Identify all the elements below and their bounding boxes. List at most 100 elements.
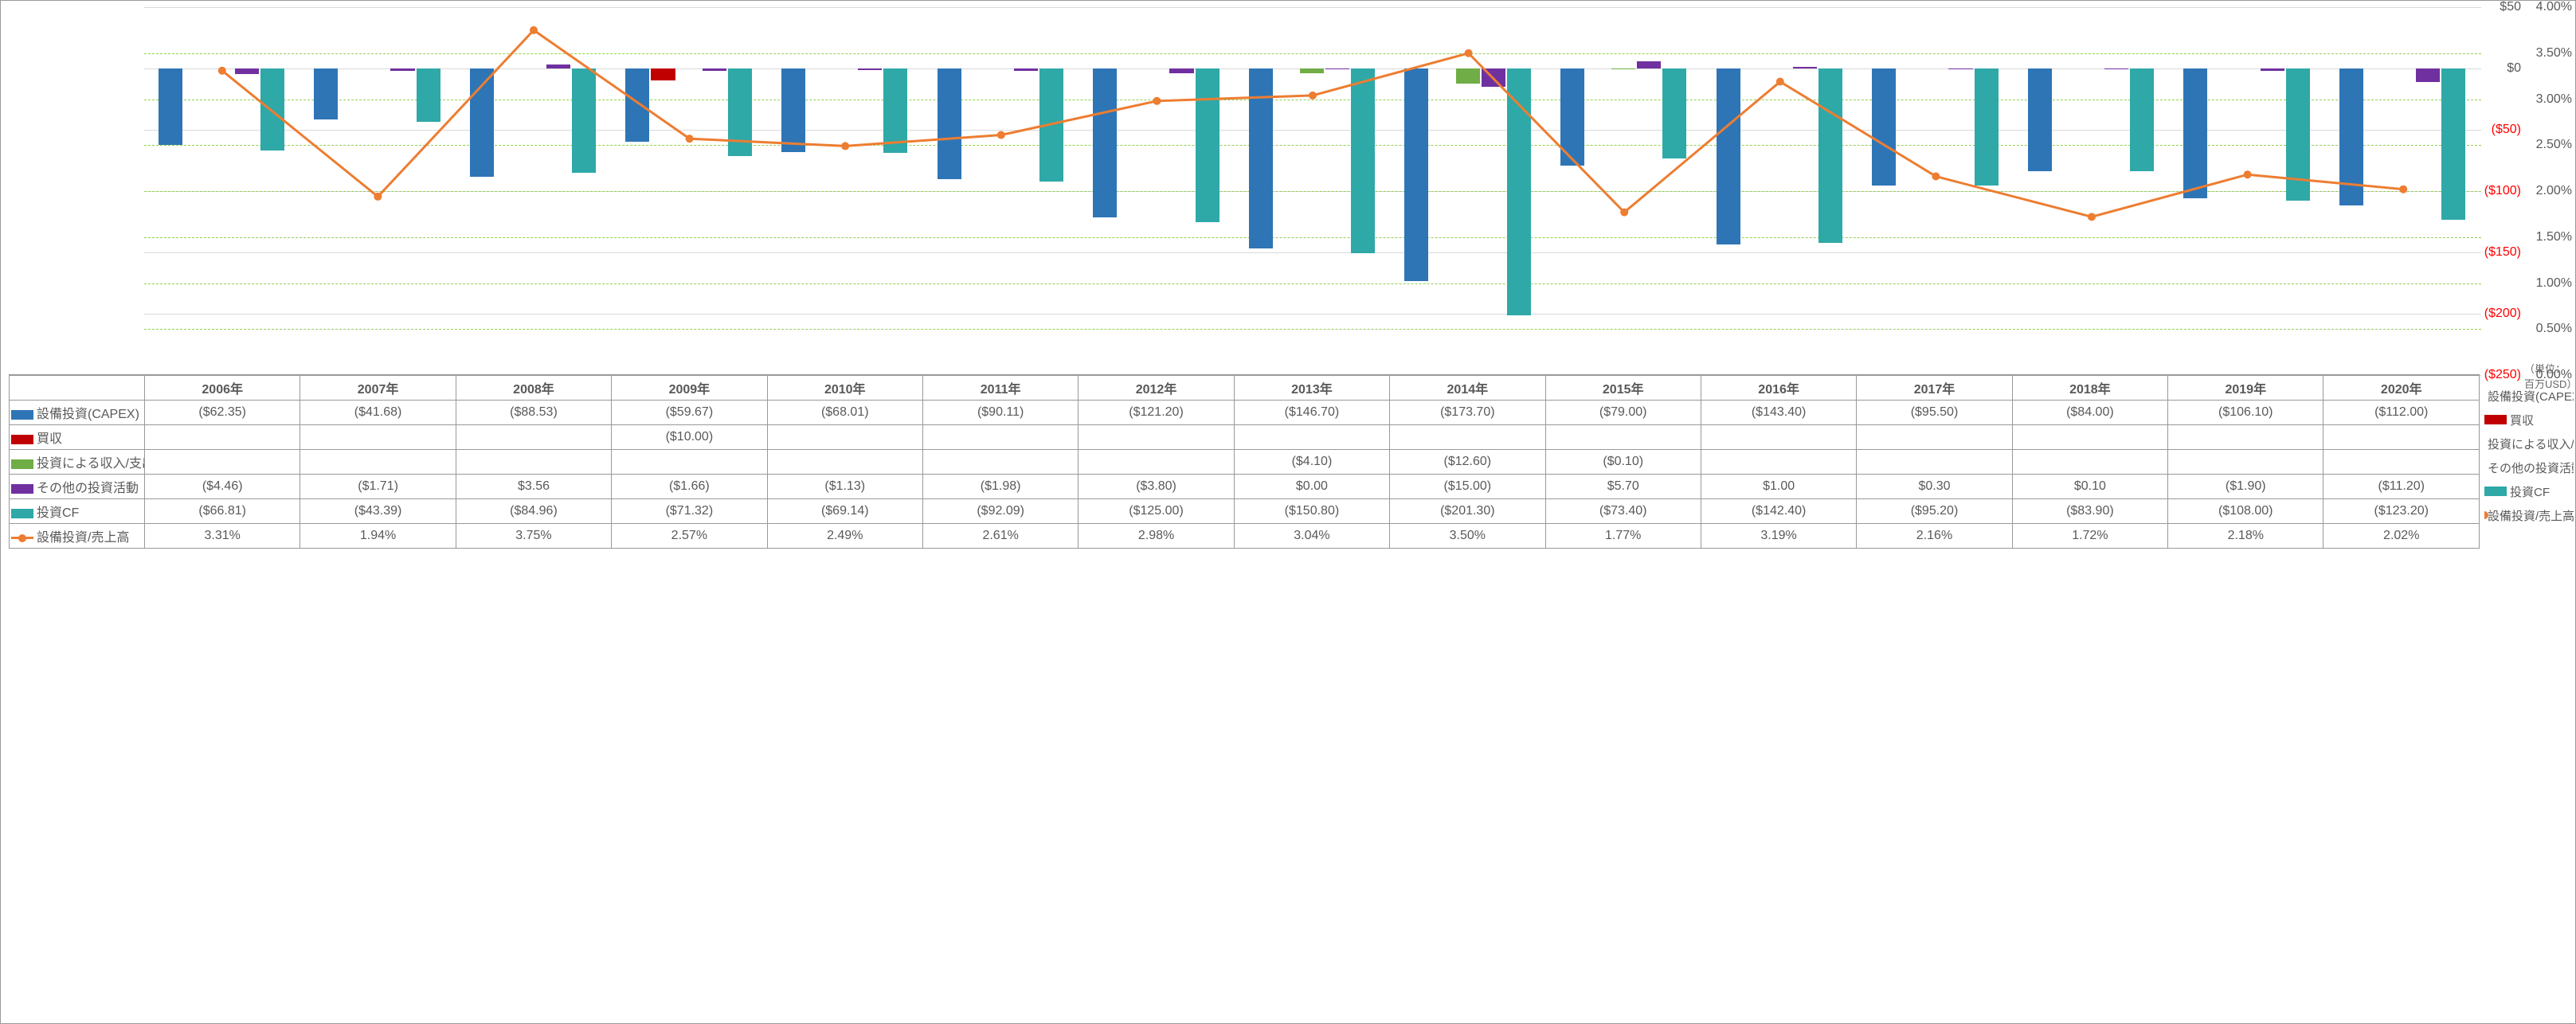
- y1-tick-label: ($50): [2492, 123, 2521, 137]
- data-cell: [1234, 425, 1389, 450]
- data-cell: [1857, 425, 2012, 450]
- data-cell: ($10.00): [612, 425, 767, 450]
- data-cell: 3.04%: [1234, 524, 1389, 549]
- y2-tick-label: 2.50%: [2536, 138, 2572, 152]
- data-cell: [2012, 450, 2167, 475]
- year-header: 2010年: [767, 376, 922, 401]
- legend-label: 設備投資(CAPEX): [2488, 388, 2574, 405]
- data-cell: ($90.11): [922, 401, 1078, 425]
- year-header: 2012年: [1079, 376, 1234, 401]
- data-cell: ($95.50): [1857, 401, 2012, 425]
- data-cell: 1.77%: [1545, 524, 1701, 549]
- year-header: 2018年: [2012, 376, 2167, 401]
- legend-item-invinc: 投資による収入/支出: [2484, 434, 2574, 453]
- y1-axis: $50$0($50)($100)($150)($200)($250): [2480, 7, 2524, 375]
- y2-tick-label: 0.00%: [2536, 368, 2572, 382]
- data-cell: [2168, 425, 2323, 450]
- data-cell: [922, 425, 1078, 450]
- data-cell: ($108.00): [2168, 499, 2323, 524]
- data-cell: [2323, 425, 2480, 450]
- data-cell: [1079, 425, 1234, 450]
- y2-tick-label: 1.50%: [2536, 230, 2572, 244]
- y2-tick-label: 3.00%: [2536, 92, 2572, 107]
- data-cell: ($143.40): [1701, 401, 1856, 425]
- data-cell: $5.70: [1545, 475, 1701, 499]
- data-cell: [1545, 425, 1701, 450]
- data-cell: ($59.67): [612, 401, 767, 425]
- y1-tick-label: ($150): [2484, 245, 2521, 260]
- data-cell: ($121.20): [1079, 401, 1234, 425]
- row-label-text: 設備投資/売上高: [37, 531, 129, 545]
- data-cell: [145, 450, 300, 475]
- data-cell: [1701, 425, 1856, 450]
- data-cell: 2.18%: [2168, 524, 2323, 549]
- data-cell: ($73.40): [1545, 499, 1701, 524]
- legend-item-ratio: 設備投資/売上高: [2484, 506, 2574, 525]
- row-label-capex: 設備投資(CAPEX): [10, 401, 145, 425]
- data-cell: 2.16%: [1857, 524, 2012, 549]
- data-cell: 3.19%: [1701, 524, 1856, 549]
- legend: 設備投資(CAPEX)買収投資による収入/支出その他の投資活動投資CF設備投資/…: [2484, 381, 2574, 530]
- data-cell: $0.00: [1234, 475, 1389, 499]
- legend-item-acq: 買収: [2484, 410, 2574, 429]
- data-cell: [2323, 450, 2480, 475]
- year-header: 2015年: [1545, 376, 1701, 401]
- y2-axis: （単位：百万USD） 4.00%3.50%3.00%2.50%2.00%1.50…: [2524, 7, 2575, 375]
- bar-swatch-icon: [2484, 415, 2507, 424]
- data-cell: [1079, 450, 1234, 475]
- data-cell: ($1.66): [612, 475, 767, 499]
- data-cell: ($146.70): [1234, 401, 1389, 425]
- data-cell: [767, 450, 922, 475]
- data-cell: ($68.01): [767, 401, 922, 425]
- year-header: 2008年: [456, 376, 611, 401]
- data-cell: [300, 450, 456, 475]
- data-cell: 3.31%: [145, 524, 300, 549]
- data-cell: ($43.39): [300, 499, 456, 524]
- data-cell: ($15.00): [1390, 475, 1545, 499]
- data-cell: 2.98%: [1079, 524, 1234, 549]
- y1-tick-label: ($100): [2484, 184, 2521, 198]
- data-cell: ($4.10): [1234, 450, 1389, 475]
- bar-swatch-icon: [2484, 487, 2507, 496]
- year-header: 2009年: [612, 376, 767, 401]
- data-cell: [456, 425, 611, 450]
- legend-label: 投資による収入/支出: [2488, 436, 2574, 452]
- data-cell: [2012, 425, 2167, 450]
- data-cell: ($201.30): [1390, 499, 1545, 524]
- y2-tick-label: 0.50%: [2536, 322, 2572, 336]
- data-cell: [1857, 450, 2012, 475]
- data-cell: ($142.40): [1701, 499, 1856, 524]
- data-cell: $0.10: [2012, 475, 2167, 499]
- data-cell: [922, 450, 1078, 475]
- line-ratio: [144, 7, 2481, 375]
- y1-tick-label: $0: [2507, 61, 2521, 76]
- year-header: 2007年: [300, 376, 456, 401]
- data-cell: ($79.00): [1545, 401, 1701, 425]
- y1-tick-label: ($250): [2484, 368, 2521, 382]
- data-cell: ($62.35): [145, 401, 300, 425]
- legend-item-other: その他の投資活動: [2484, 458, 2574, 477]
- legend-label: 買収: [2510, 412, 2534, 428]
- legend-item-capex: 設備投資(CAPEX): [2484, 386, 2574, 405]
- y1-tick-label: ($200): [2484, 307, 2521, 321]
- data-cell: $1.00: [1701, 475, 1856, 499]
- data-cell: [300, 425, 456, 450]
- y2-tick-label: 3.50%: [2536, 46, 2572, 61]
- data-cell: 2.61%: [922, 524, 1078, 549]
- y1-tick-label: $50: [2500, 0, 2521, 14]
- year-header: 2016年: [1701, 376, 1856, 401]
- data-cell: ($71.32): [612, 499, 767, 524]
- bar-swatch-icon: [11, 509, 33, 518]
- data-cell: 1.94%: [300, 524, 456, 549]
- year-header: 2014年: [1390, 376, 1545, 401]
- y2-tick-label: 4.00%: [2536, 0, 2572, 14]
- row-label-invcf: 投資CF: [10, 499, 145, 524]
- data-cell: ($11.20): [2323, 475, 2480, 499]
- row-label-text: 投資CF: [37, 506, 79, 520]
- data-cell: ($12.60): [1390, 450, 1545, 475]
- data-cell: ($1.71): [300, 475, 456, 499]
- data-cell: $3.56: [456, 475, 611, 499]
- data-cell: 2.57%: [612, 524, 767, 549]
- chart-container: $50$0($50)($100)($150)($200)($250) （単位：百…: [0, 0, 2576, 1024]
- row-label-text: その他の投資活動: [37, 482, 139, 495]
